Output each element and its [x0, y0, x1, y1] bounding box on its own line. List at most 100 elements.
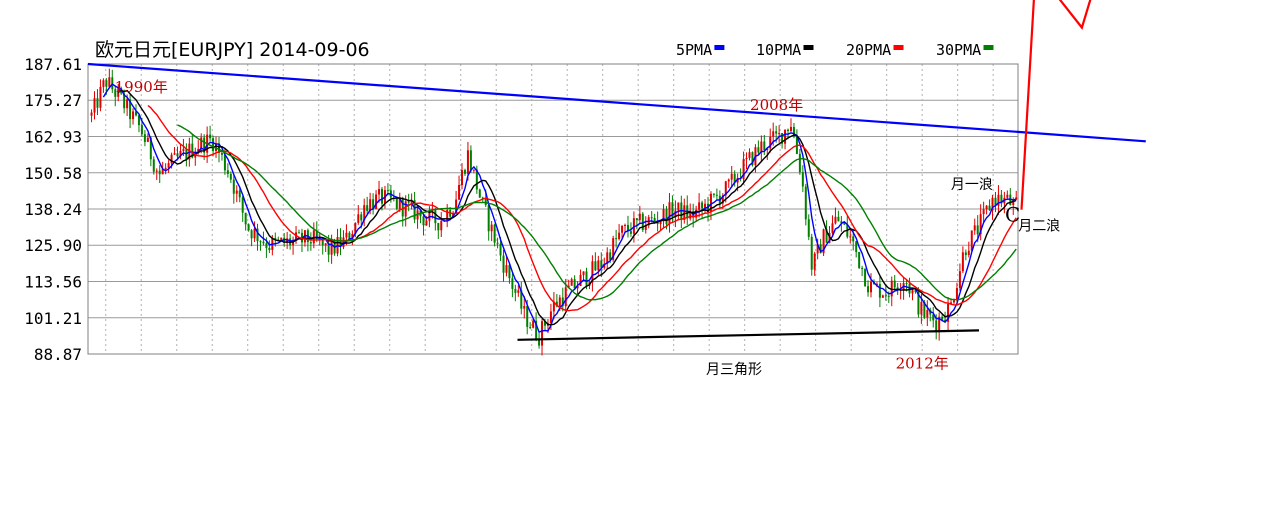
candle-body-263 [870, 281, 873, 293]
candle-body-78 [321, 238, 324, 246]
y-tick-label-1: 175.27 [24, 91, 82, 110]
candle-body-229 [769, 136, 772, 149]
candle-body-270 [890, 280, 893, 297]
annotation-7: 2012年 [896, 354, 949, 372]
candle-body-286 [938, 316, 941, 332]
candle-body-289 [947, 303, 950, 322]
candle-body-22 [155, 170, 158, 172]
candle-body-171 [597, 260, 600, 271]
candle-body-16 [137, 115, 140, 126]
candle-body-134 [487, 205, 490, 232]
candle-body-259 [858, 251, 861, 268]
candle-body-202 [689, 210, 692, 219]
candle-body-80 [327, 243, 330, 255]
candle-body-230 [772, 131, 775, 137]
candle-body-20 [149, 137, 152, 160]
candle-body-267 [881, 295, 884, 298]
candle-body-306 [997, 194, 1000, 206]
candle-body-17 [140, 125, 143, 135]
candle-body-3 [99, 86, 102, 108]
legend-label-0: 5PMA [676, 41, 712, 59]
candle-body-142 [511, 278, 514, 289]
candle-body-216 [730, 173, 733, 180]
candle-body-237 [792, 126, 795, 137]
candle-body-117 [437, 223, 440, 231]
candle-body-284 [932, 314, 935, 321]
candle-body-145 [520, 290, 523, 309]
candle-body-112 [422, 216, 425, 226]
candle-body-279 [917, 291, 920, 315]
candle-body-192 [659, 221, 662, 225]
candle-body-298 [973, 225, 976, 231]
candle-body-193 [662, 209, 665, 222]
candle-body-42 [215, 143, 218, 152]
candle-body-166 [582, 271, 585, 275]
candle-body-26 [167, 163, 170, 168]
candle-body-172 [600, 260, 603, 268]
candle-body-312 [1015, 197, 1018, 200]
candle-body-126 [463, 170, 466, 174]
candle-body-299 [976, 225, 979, 235]
candle-body-174 [606, 252, 609, 264]
candle-body-118 [440, 220, 443, 231]
candle-body-109 [413, 200, 416, 220]
y-tick-label-5: 125.90 [24, 236, 82, 255]
candle-body-90 [357, 214, 360, 223]
y-tick-label-0: 187.61 [24, 55, 82, 74]
candle-body-199 [680, 202, 683, 220]
candle-body-5 [105, 80, 108, 87]
candle-body-55 [253, 228, 256, 239]
candle-body-4 [102, 80, 105, 87]
candle-body-75 [312, 230, 315, 244]
candle-body-293 [958, 271, 961, 289]
candle-body-236 [789, 126, 792, 132]
candle-body-105 [401, 197, 404, 217]
candle-body-244 [813, 253, 816, 270]
candle-body-116 [434, 210, 437, 224]
ma-line-30pma [177, 124, 1017, 301]
y-tick-label-2: 162.93 [24, 127, 82, 146]
candle-body-189 [650, 217, 653, 219]
y-tick-label-8: 88.87 [34, 345, 82, 364]
candle-body-180 [624, 224, 627, 226]
candle-body-97 [378, 189, 381, 195]
candle-body-1 [93, 98, 96, 113]
candle-body-288 [944, 319, 947, 322]
candle-body-115 [431, 210, 434, 212]
candle-body-257 [852, 236, 855, 242]
candle-body-123 [455, 199, 458, 213]
annotation-4: 月二浪 [1018, 218, 1060, 234]
ma-line-10pma [117, 89, 1017, 326]
candle-body-148 [529, 326, 532, 328]
candle-body-122 [452, 212, 455, 217]
candle-body-41 [212, 138, 215, 152]
candle-body-144 [517, 290, 520, 293]
candle-body-280 [920, 302, 923, 315]
candle-body-23 [158, 170, 161, 175]
candle-body-297 [970, 230, 973, 251]
candle-body-214 [724, 181, 727, 196]
candle-body-217 [733, 173, 736, 183]
y-tick-label-4: 138.24 [24, 200, 82, 219]
candle-body-50 [238, 190, 241, 198]
candle-body-60 [268, 247, 271, 250]
candle-body-13 [129, 99, 132, 120]
candle-body-252 [837, 216, 840, 222]
candle-body-294 [961, 252, 964, 272]
candle-body-70 [298, 232, 301, 234]
candle-body-310 [1009, 194, 1012, 206]
candle-body-74 [309, 242, 312, 244]
candle-body-147 [526, 305, 529, 327]
candle-body-84 [339, 237, 342, 248]
candle-body-124 [458, 185, 461, 200]
candle-body-125 [461, 170, 464, 186]
candle-body-266 [878, 283, 881, 298]
candle-body-79 [324, 243, 327, 246]
candle-body-190 [653, 218, 656, 222]
candle-body-132 [481, 197, 484, 199]
candle-body-221 [745, 157, 748, 160]
candle-body-30 [179, 150, 182, 157]
candle-body-207 [704, 203, 707, 209]
candle-body-59 [265, 243, 268, 248]
